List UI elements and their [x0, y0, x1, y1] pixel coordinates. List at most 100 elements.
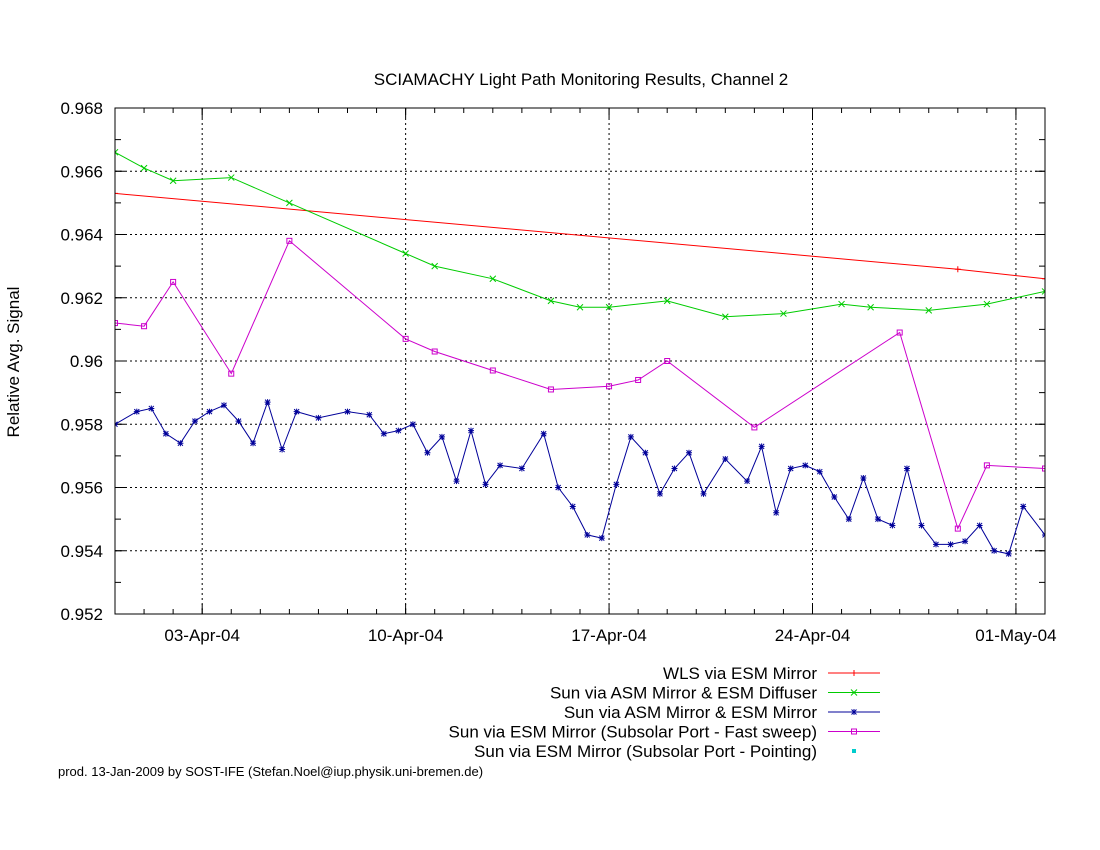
data-point [933, 541, 940, 548]
data-point [453, 478, 460, 485]
data-point [896, 329, 903, 336]
data-point [721, 313, 729, 321]
data-point [860, 475, 867, 482]
data-point [954, 266, 961, 273]
data-point [773, 509, 780, 516]
data-point [518, 465, 525, 472]
data-point [867, 303, 874, 311]
credit-note: prod. 13-Jan-2009 by SOST-IFE (Stefan.No… [58, 764, 484, 779]
data-point [918, 522, 925, 529]
legend-label: Sun via ASM Mirror & ESM Diffuser [550, 684, 817, 703]
data-point [787, 465, 794, 472]
data-point [663, 297, 671, 305]
data-point [380, 430, 387, 437]
legend-marker [851, 709, 857, 715]
legend-marker [851, 728, 857, 735]
y-tick-label: 0.964 [60, 226, 103, 245]
legend-marker [851, 670, 857, 676]
data-point [286, 237, 293, 244]
data-point [606, 383, 613, 390]
data-point [540, 430, 547, 437]
y-tick-label: 0.958 [60, 415, 103, 434]
legend-entry: Sun via ASM Mirror & ESM Mirror [564, 703, 880, 722]
y-tick-label: 0.956 [60, 479, 103, 498]
axis-ticks: 0.952 0.954 0.956 0.958 0.96 0.962 0.964 0.966 0… [60, 99, 1056, 645]
data-point [751, 424, 758, 431]
data-point [671, 465, 678, 472]
data-point [874, 516, 881, 523]
data-point [140, 164, 148, 172]
data-point [722, 456, 729, 463]
legend-entry: Sun via ESM Mirror (Subsolar Port - Poin… [474, 742, 856, 761]
data-point [685, 449, 692, 456]
x-tick-label: 01-May-04 [975, 626, 1056, 645]
y-tick-label: 0.952 [60, 605, 103, 624]
data-point [576, 303, 584, 311]
data-point [220, 402, 227, 409]
data-point [1020, 503, 1027, 510]
series-line [115, 239, 1045, 531]
data-point [613, 481, 620, 488]
legend-marker [852, 749, 856, 753]
data-point [758, 443, 765, 450]
series-3 [115, 237, 1045, 532]
data-point [983, 462, 990, 469]
legend-label: WLS via ESM Mirror [663, 664, 817, 683]
data-point [206, 408, 213, 415]
x-tick-label: 03-Apr-04 [164, 626, 240, 645]
data-point [250, 440, 257, 447]
data-point [468, 427, 475, 434]
data-point [700, 490, 707, 497]
data-point [409, 421, 416, 428]
data-point [845, 516, 852, 523]
data-point [235, 418, 242, 425]
data-point [656, 490, 663, 497]
data-point [489, 367, 496, 374]
data-point [402, 335, 409, 342]
grid-lines [115, 108, 1045, 614]
data-point [489, 275, 497, 283]
data-point [115, 320, 118, 327]
data-point [482, 481, 489, 488]
data-point [816, 468, 823, 475]
data-point [555, 484, 562, 491]
data-point [947, 541, 954, 548]
data-point [584, 531, 591, 538]
data-point [744, 478, 751, 485]
data-point [279, 446, 286, 453]
data-point [547, 386, 554, 393]
series-layer [115, 148, 1045, 557]
series-line [115, 400, 1045, 555]
data-point [1042, 465, 1045, 472]
data-point [170, 278, 177, 285]
data-point [598, 535, 605, 542]
data-point [162, 430, 169, 437]
data-point [925, 307, 933, 314]
data-point [569, 503, 576, 510]
data-point [431, 348, 438, 355]
series-1 [115, 148, 1045, 321]
data-point [1042, 275, 1045, 282]
legend-entry: Sun via ESM Mirror (Subsolar Port - Fast… [449, 723, 880, 742]
data-point [424, 449, 431, 456]
data-point [438, 433, 445, 440]
data-point [264, 399, 271, 406]
data-point [1005, 550, 1012, 557]
data-point [780, 310, 787, 317]
data-point [227, 174, 235, 181]
data-point [191, 418, 198, 425]
legend-entry: WLS via ESM Mirror [663, 664, 880, 683]
y-tick-label: 0.96 [70, 352, 103, 371]
x-tick-label: 17-Apr-04 [571, 626, 647, 645]
y-tick-label: 0.968 [60, 99, 103, 118]
data-point [1041, 288, 1045, 295]
legend-label: Sun via ASM Mirror & ESM Mirror [564, 703, 817, 722]
data-point [903, 465, 910, 472]
data-point [141, 323, 148, 330]
series-2 [115, 399, 1045, 557]
data-point [431, 262, 439, 270]
data-point [315, 414, 322, 421]
data-point [838, 300, 845, 308]
